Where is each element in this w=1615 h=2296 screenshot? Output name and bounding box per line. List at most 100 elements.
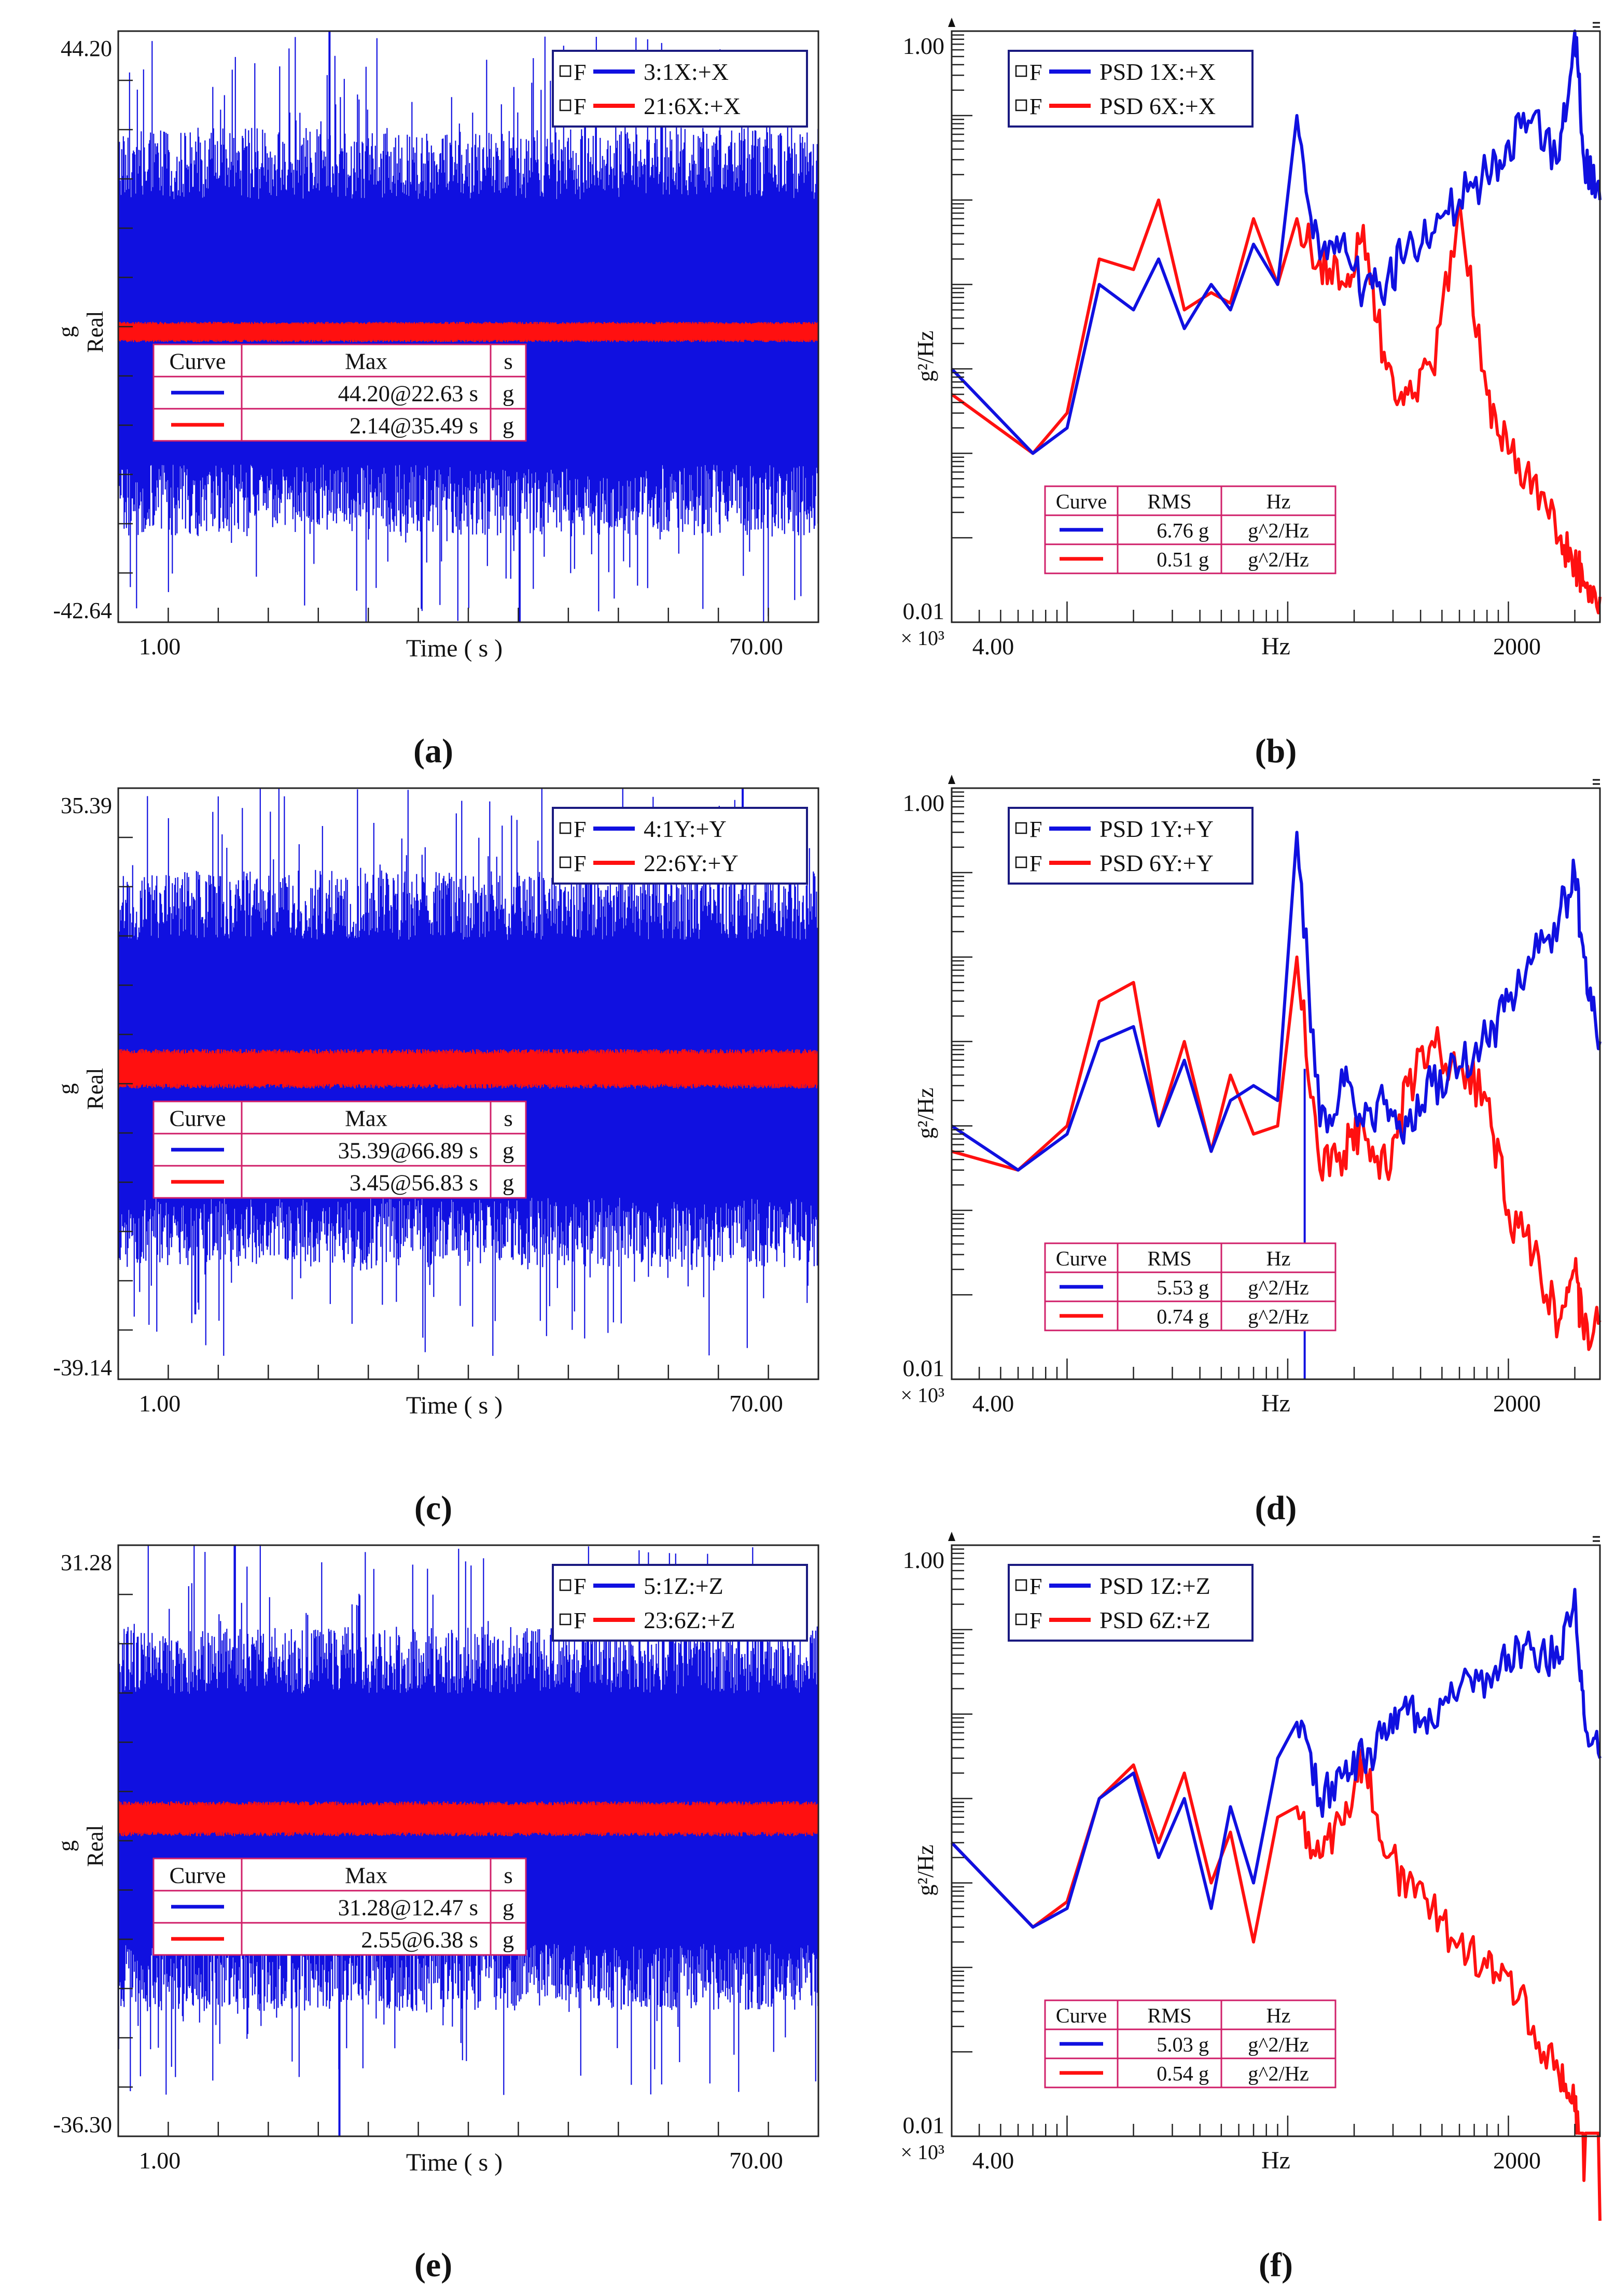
time-table-value: 35.39@66.89 s [338,1137,478,1163]
psd-table-header-curve: Curve [1056,2004,1107,2027]
time-table-unit: g [503,412,514,438]
time-table-unit: g [503,380,514,406]
time-legend-checkbox [559,1579,572,1591]
psd-series-blue [950,30,1602,455]
y-axis-label: g²/Hz [913,1845,938,1896]
panel-caption: (f) [1259,2246,1293,2284]
psd-table-value: 5.53 g [1157,1276,1209,1299]
psd-legend-checkbox [1015,856,1027,869]
panel-caption: (c) [414,1489,452,1527]
x-tick-label-start: 1.00 [139,1390,181,1417]
series-red-signal [118,1801,819,1837]
psd-legend-prefix: F [1029,851,1042,876]
y-axis-label: Real [82,1825,108,1867]
time-legend-label: 3:1X:+X [644,59,729,85]
psd-table-header-unit: Hz [1266,489,1290,513]
y-min-label: 0.01 [903,1355,945,1381]
psd-table-unit: g^2/Hz [1248,1276,1308,1299]
time-table-header-curve: Curve [169,1862,226,1888]
time-legend-label: 4:1Y:+Y [644,816,727,842]
psd-table-unit: g^2/Hz [1248,2062,1308,2085]
y-min-label: -39.14 [53,1355,112,1380]
x-tick-label-start: 1.00 [139,633,181,660]
psd-table-value: 6.76 g [1157,519,1209,542]
x-axis-label: Hz [1261,633,1290,660]
psd-series-red [951,955,1602,1351]
time-table-header-unit: s [504,1105,512,1131]
y-unit-label: g [53,326,79,338]
time-legend-checkbox [559,1613,572,1626]
plot-frame [951,787,1601,1380]
x-axis-label: Time ( s ) [406,635,503,662]
time-legend-label: 22:6Y:+Y [644,850,739,876]
psd-table-value: 0.51 g [1157,548,1209,571]
panel-caption: (b) [1255,732,1297,770]
y-max-label: 1.00 [903,790,945,816]
psd-series-red [951,198,1602,614]
exponent-label: × 10³ [900,1383,944,1407]
time-legend-box [552,1564,808,1642]
y-max-label: 1.00 [903,33,945,59]
time-legend-prefix: F [574,60,586,85]
time-table-value: 2.14@35.49 s [350,412,478,438]
psd-table-value: 0.54 g [1157,2062,1209,2085]
y-axis-label: Real [82,311,108,353]
time-legend-prefix: F [574,851,586,876]
time-table-header-curve: Curve [169,1105,226,1131]
time-table-header-value: Max [345,1862,387,1888]
time-table-unit: g [503,1926,514,1952]
psd-legend-checkbox [1015,1613,1027,1626]
psd-table-header-unit: Hz [1266,1247,1290,1270]
psd-chart-f: 1.00 0.01× 10³ g²/Hz 4.00 2000 Hz F PSD 1Z:+Z F P… [900,1532,1602,2284]
psd-legend-prefix: F [1029,60,1042,85]
plot-frame [951,30,1601,623]
time-legend-prefix: F [574,94,586,119]
psd-table-header-value: RMS [1147,1247,1191,1270]
x-axis-label: Time ( s ) [406,2149,503,2176]
y-unit-label: g [53,1840,79,1852]
axis-marker-icon [948,1532,955,1541]
psd-legend-box [1008,1564,1254,1642]
psd-legend-checkbox [1015,65,1027,77]
panel-caption: (a) [413,732,453,770]
y-axis-label: Real [82,1068,108,1110]
x-tick-label-end: 70.00 [729,1390,783,1417]
x-axis-label: Time ( s ) [406,1392,503,1419]
x-axis-label: Hz [1261,2147,1290,2174]
psd-table-unit: g^2/Hz [1248,1305,1308,1328]
time-legend-label: 21:6X:+X [644,93,741,119]
x-tick-label-end: 70.00 [729,633,783,660]
panel-caption: (e) [414,2246,452,2284]
time-table-value: 2.55@6.38 s [361,1926,478,1952]
x-tick-label-start: 4.00 [972,2147,1014,2174]
psd-legend-label: PSD 6X:+X [1099,93,1216,119]
psd-table-unit: g^2/Hz [1248,519,1308,542]
psd-table-header-curve: Curve [1056,489,1107,513]
x-tick-label-end: 2000 [1493,1390,1541,1417]
time-legend-prefix: F [574,1608,586,1633]
time-legend-checkbox [559,65,572,77]
psd-table-unit: g^2/Hz [1248,548,1308,571]
y-max-label: 1.00 [903,1547,945,1573]
psd-series-blue [951,831,1602,1172]
time-legend-box [552,807,808,885]
time-table-value: 3.45@56.83 s [350,1169,478,1195]
psd-legend-prefix: F [1029,94,1042,119]
y-min-label: 0.01 [903,2112,945,2138]
psd-table-unit: g^2/Hz [1248,2033,1308,2056]
psd-legend-checkbox [1015,1579,1027,1591]
psd-legend-prefix: F [1029,1574,1042,1599]
y-max-label: 31.28 [61,1550,112,1575]
psd-legend-box [1008,50,1254,128]
time-table-unit: g [503,1137,514,1163]
y-unit-label: g [53,1083,79,1095]
time-table-header-curve: Curve [169,348,226,374]
axis-marker-icon [948,18,955,27]
time-table-header-value: Max [345,348,387,374]
psd-legend-checkbox [1015,99,1027,111]
time-legend-checkbox [559,99,572,111]
time-table-unit: g [503,1894,514,1920]
